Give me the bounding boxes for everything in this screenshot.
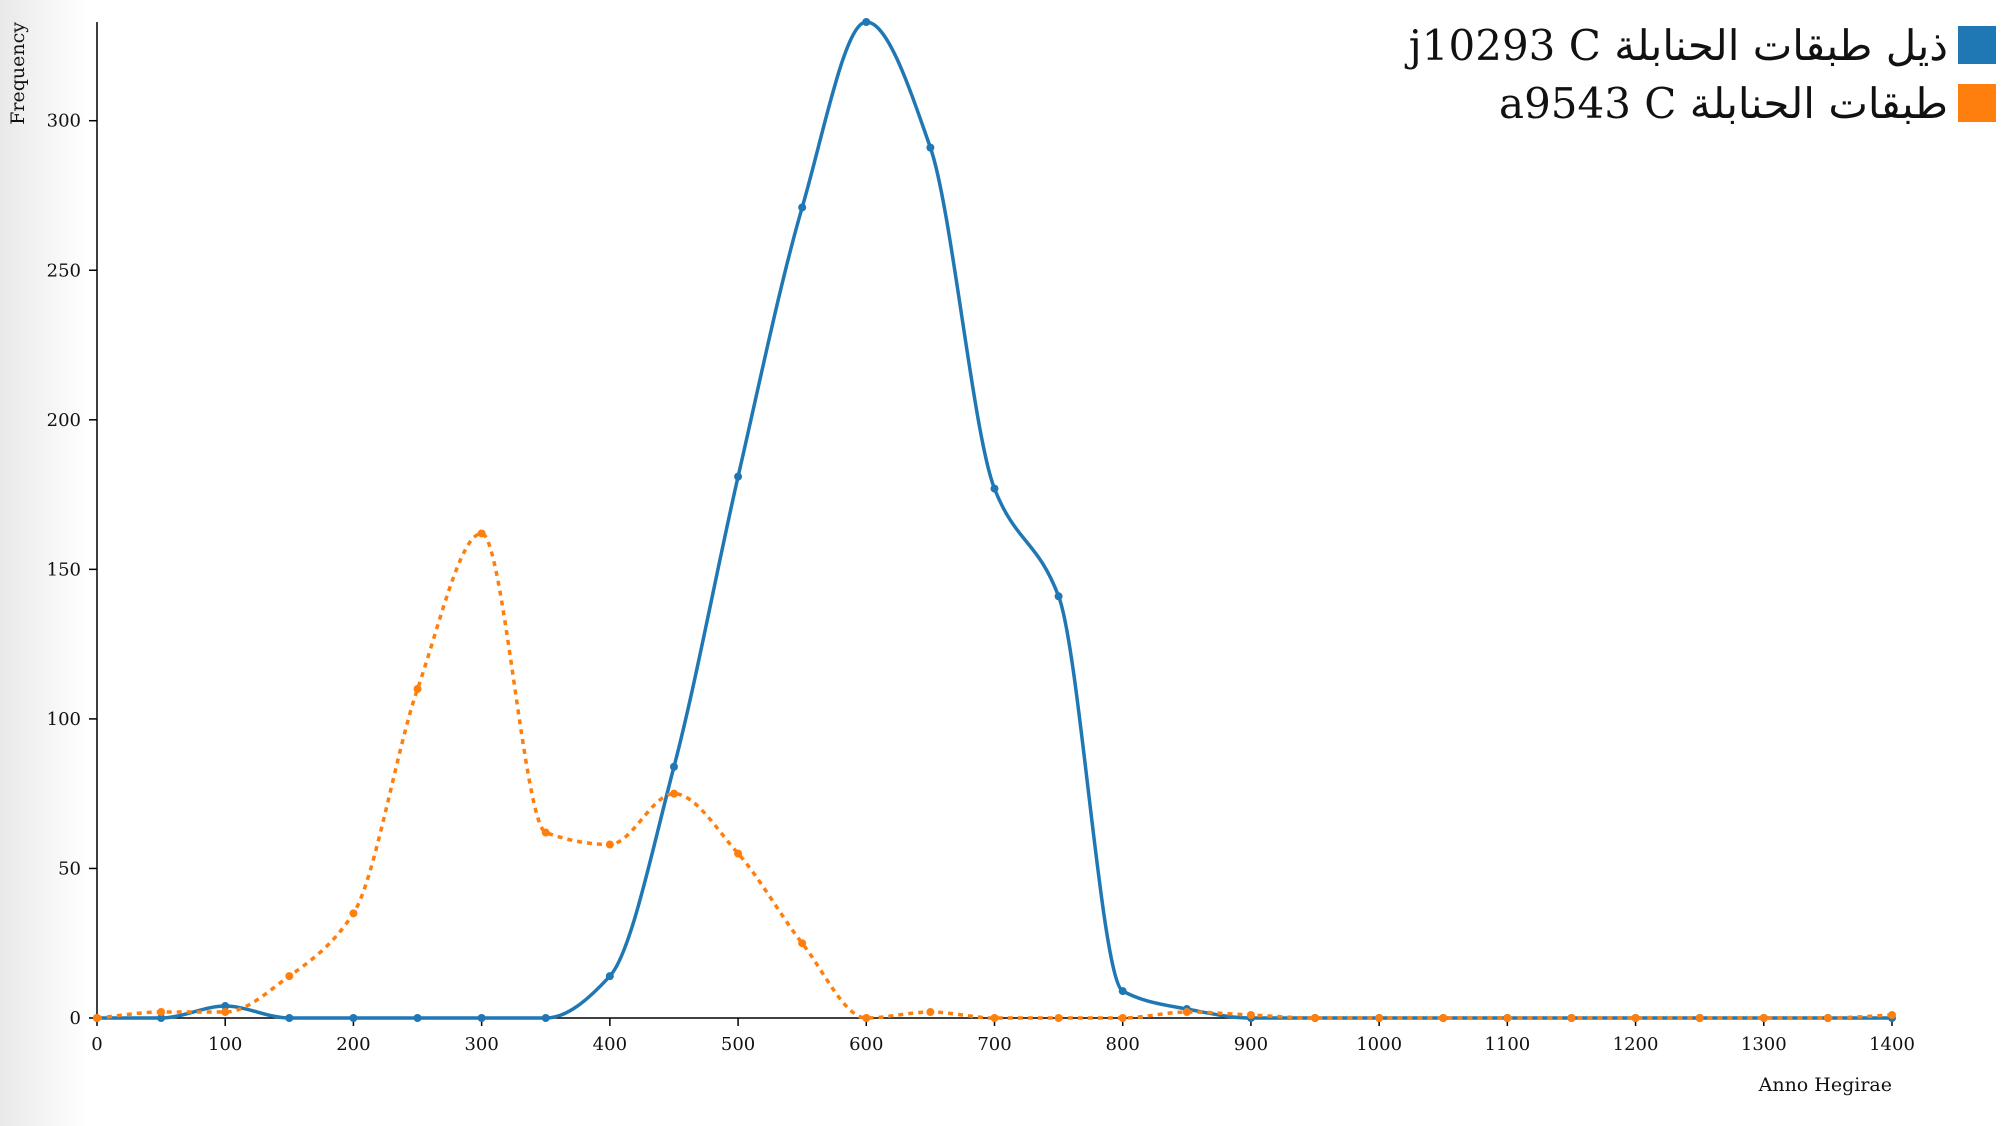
series-1-point[interactable] — [413, 1014, 422, 1022]
series-2-point[interactable] — [990, 1014, 999, 1022]
y-tick-label: 300 — [47, 111, 81, 132]
series-2-point[interactable] — [862, 1014, 871, 1022]
legend-item-series-2[interactable]: طبقات الحنابلة a9543 C — [1409, 74, 1996, 132]
series-2-point[interactable] — [926, 1008, 935, 1017]
legend-label-series-1: ذيل طبقات الحنابلة j10293 C — [1408, 20, 1948, 70]
series-layer — [93, 18, 1896, 1022]
series-1-point[interactable] — [605, 972, 614, 981]
series-2-point[interactable] — [1567, 1014, 1576, 1022]
series-2-point[interactable] — [221, 1008, 230, 1017]
legend-label-series-2: طبقات الحنابلة a9543 C — [1499, 78, 1948, 128]
y-tick-label: 0 — [70, 1008, 81, 1029]
y-tick-label: 150 — [47, 559, 81, 580]
series-2-point[interactable] — [413, 684, 422, 693]
series-1-point[interactable] — [862, 18, 871, 26]
series-2-point[interactable] — [605, 840, 614, 849]
x-tick-label: 400 — [593, 1034, 627, 1055]
x-tick-label: 0 — [91, 1034, 102, 1055]
legend-swatch-series-1 — [1958, 26, 1996, 64]
series-2-point[interactable] — [734, 849, 743, 858]
series-2-point[interactable] — [349, 909, 358, 918]
axes-group: 0 100 200 300 400 500 600 700 800 900 1000 1100 1200… — [47, 22, 1915, 1055]
y-tick-label: 100 — [47, 709, 81, 730]
series-2-point[interactable] — [1759, 1014, 1768, 1022]
y-tick-label: 250 — [47, 260, 81, 281]
x-tick-label: 600 — [849, 1034, 883, 1055]
series-2-point[interactable] — [1054, 1014, 1063, 1022]
x-tick-label: 1400 — [1869, 1034, 1915, 1055]
series-2-point[interactable] — [1439, 1014, 1448, 1022]
series-1-point[interactable] — [798, 203, 807, 212]
legend-swatch-series-2 — [1958, 84, 1996, 122]
legend-item-series-1[interactable]: ذيل طبقات الحنابلة j10293 C — [1409, 16, 1996, 74]
series-1-point[interactable] — [1118, 987, 1127, 996]
x-tick-label: 800 — [1106, 1034, 1140, 1055]
series-2-point[interactable] — [541, 828, 550, 837]
series-2-point[interactable] — [669, 789, 678, 798]
series-2-point[interactable] — [1503, 1014, 1512, 1022]
x-tick-label: 300 — [464, 1034, 498, 1055]
series-1-point[interactable] — [541, 1014, 550, 1022]
series-1-point[interactable] — [285, 1014, 294, 1022]
x-tick-label: 700 — [977, 1034, 1011, 1055]
series-2-point[interactable] — [1118, 1014, 1127, 1022]
series-2-point[interactable] — [93, 1014, 101, 1022]
series-2-point[interactable] — [1182, 1008, 1191, 1017]
x-tick-label: 1100 — [1484, 1034, 1530, 1055]
series-1-point[interactable] — [990, 484, 999, 493]
series-2-point[interactable] — [1311, 1014, 1320, 1022]
x-ticks: 0 100 200 300 400 500 600 700 800 900 1000 1100 1200… — [91, 1018, 1915, 1055]
left-edge-shade — [0, 0, 90, 1126]
series-1-point[interactable] — [926, 143, 935, 152]
series-1-point[interactable] — [1054, 592, 1063, 601]
x-tick-label: 1300 — [1741, 1034, 1787, 1055]
legend: ذيل طبقات الحنابلة j10293 C طبقات الحناب… — [1409, 16, 1996, 132]
series-1-point[interactable] — [477, 1014, 486, 1022]
series-line-1[interactable] — [96, 20, 1892, 1020]
x-tick-label: 100 — [208, 1034, 242, 1055]
series-line-2[interactable] — [96, 531, 1893, 1020]
y-tick-label: 50 — [58, 858, 81, 879]
x-axis-title: Anno Hegirae — [1758, 1074, 1892, 1096]
series-2-point[interactable] — [1823, 1014, 1832, 1022]
x-tick-label: 900 — [1234, 1034, 1268, 1055]
x-tick-label: 500 — [721, 1034, 755, 1055]
series-2-point[interactable] — [798, 939, 807, 948]
series-2-point[interactable] — [1695, 1014, 1704, 1022]
series-2-point[interactable] — [1631, 1014, 1640, 1022]
series-1-point[interactable] — [221, 1002, 230, 1011]
series-1-point[interactable] — [734, 472, 743, 481]
x-tick-label: 200 — [336, 1034, 370, 1055]
series-2-point[interactable] — [1888, 1011, 1896, 1020]
series-2-point[interactable] — [285, 972, 294, 981]
x-tick-label: 1200 — [1613, 1034, 1659, 1055]
x-tick-label: 1000 — [1356, 1034, 1402, 1055]
series-2-point[interactable] — [1246, 1011, 1255, 1020]
series-1-point[interactable] — [349, 1014, 358, 1022]
y-tick-label: 200 — [47, 410, 81, 431]
series-2-point[interactable] — [1375, 1014, 1384, 1022]
series-2-point[interactable] — [157, 1008, 166, 1017]
series-2-point[interactable] — [477, 529, 486, 538]
y-ticks: 0 50 100 150 200 250 300 — [47, 111, 97, 1029]
y-axis-title: Frequency — [7, 22, 29, 125]
series-1-point[interactable] — [669, 762, 678, 771]
series-1-point[interactable] — [157, 1014, 166, 1022]
